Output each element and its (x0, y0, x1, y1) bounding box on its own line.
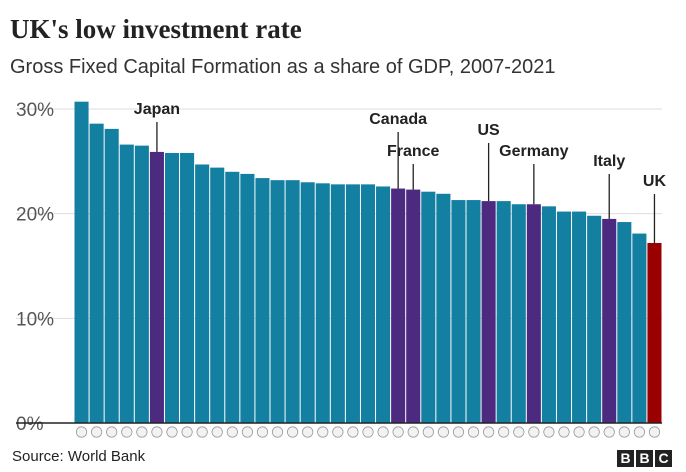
bar (556, 211, 572, 423)
bar (511, 204, 526, 423)
bar (149, 151, 164, 423)
source-note: Source: World Bank (12, 448, 146, 465)
bar (376, 186, 391, 423)
y-tick-label: 30% (16, 100, 54, 121)
country-flag-icon (181, 426, 193, 438)
country-flag-icon (332, 426, 344, 438)
bar (541, 206, 556, 423)
bar (180, 152, 195, 423)
bar (360, 184, 376, 423)
bar (421, 191, 436, 423)
country-flag-icon (377, 426, 389, 438)
annotation-label: Germany (499, 143, 568, 160)
country-flag-icon (588, 426, 600, 438)
bar-chart: 0% 10% 20% 30% Japan Canada France US Germany Ita… (16, 100, 667, 438)
country-flag-icon (422, 426, 434, 438)
bar (466, 200, 481, 423)
country-flag-icon (618, 426, 630, 438)
bar (330, 184, 345, 423)
bar (74, 101, 89, 423)
country-flag-icon (256, 426, 269, 438)
annotation-label: France (387, 143, 440, 160)
logo-letter: B (617, 450, 634, 467)
country-flag-icon (151, 426, 163, 438)
country-flag-icon (573, 426, 585, 438)
country-flag-icon (287, 426, 299, 438)
country-flag-icon (211, 426, 223, 438)
country-flag-icon (392, 426, 404, 438)
bar (119, 144, 134, 423)
bar (225, 171, 240, 423)
logo-letter: C (655, 450, 672, 467)
country-flag-icon (317, 426, 329, 438)
country-flag-icon (347, 426, 359, 438)
bar (300, 182, 315, 423)
bar (572, 211, 587, 423)
annotation-label: US (477, 122, 500, 139)
country-flag-icon (543, 426, 555, 438)
country-flag-icon (226, 426, 238, 438)
country-flag-icon (483, 426, 495, 438)
country-flag-icon (648, 426, 661, 438)
y-tick-label: 10% (16, 309, 54, 330)
annotation-label: UK (643, 173, 667, 190)
bar (210, 167, 225, 423)
bar (406, 189, 421, 423)
bar (164, 152, 180, 423)
y-tick-label: 0% (16, 414, 44, 435)
bar (632, 233, 647, 423)
country-flag-icon (362, 426, 374, 438)
chart-title: UK's low investment rate (10, 14, 302, 44)
bar (104, 128, 119, 424)
country-flag-icon (196, 426, 208, 438)
annotation-label: Italy (593, 153, 625, 170)
bar (270, 180, 285, 423)
country-flag-icon (498, 426, 510, 438)
country-flag-icon (91, 426, 103, 438)
country-flag-icon (407, 426, 419, 438)
bar (240, 173, 255, 423)
annotation-label: Canada (369, 111, 427, 128)
bar (617, 222, 632, 423)
country-flag-icon (106, 426, 118, 438)
bar (587, 215, 602, 423)
bar (602, 218, 617, 423)
country-flag-icon (528, 426, 540, 438)
country-flag-icon (136, 426, 148, 438)
country-flag-icon (271, 426, 284, 438)
country-flag-icon (75, 426, 88, 438)
country-flag-icon (558, 426, 570, 438)
bar (451, 200, 466, 423)
bar (391, 188, 406, 423)
country-flag-icon (452, 426, 465, 438)
bar (134, 145, 149, 423)
bar (526, 204, 541, 423)
bbc-logo: B B C (617, 450, 672, 467)
bar (481, 201, 496, 423)
country-flag-icon (513, 426, 525, 438)
country-flag-icon (603, 426, 615, 438)
bar (345, 184, 360, 423)
annotation-label: Japan (134, 101, 180, 118)
bar (89, 123, 104, 424)
chart-subtitle: Gross Fixed Capital Formation as a share… (10, 56, 556, 78)
country-flag-icon (302, 426, 314, 438)
country-flag-icon (437, 426, 449, 438)
bar (285, 180, 300, 423)
bar (436, 193, 451, 423)
country-flag-icon (241, 426, 253, 438)
bar (496, 201, 511, 423)
bar (647, 242, 662, 423)
bar (255, 178, 270, 423)
country-flag-icon (467, 426, 480, 438)
country-flag-icon (166, 426, 178, 438)
bar (315, 183, 330, 423)
bar (195, 164, 210, 423)
logo-letter: B (636, 450, 653, 467)
y-tick-label: 20% (16, 205, 54, 226)
country-flag-icon (121, 426, 133, 438)
country-flag-icon (633, 426, 645, 438)
